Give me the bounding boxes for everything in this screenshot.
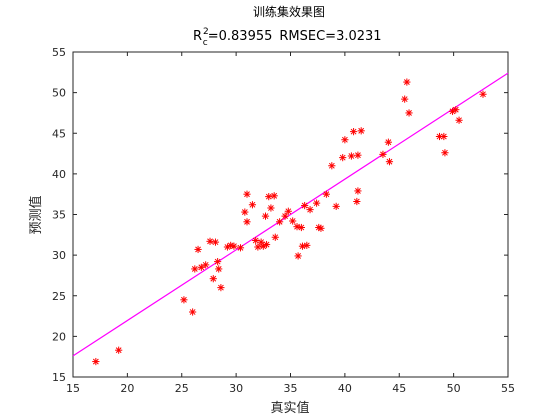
data-point: [347, 152, 355, 160]
r-symbol: R: [193, 29, 202, 44]
y-axis-label: 预测值: [28, 195, 44, 234]
data-point: [254, 243, 262, 251]
data-point: [189, 308, 197, 316]
data-point: [328, 162, 336, 170]
data-point: [455, 116, 463, 124]
data-point: [293, 223, 301, 231]
x-tick-label: 40: [338, 382, 352, 395]
data-point: [267, 204, 275, 212]
chart-subtitle: R2 c=0.83955 RMSEC=3.0231: [193, 27, 382, 48]
r-value: =0.83955: [208, 29, 273, 44]
data-point: [270, 192, 278, 200]
data-point: [243, 218, 251, 226]
data-point: [353, 197, 361, 206]
data-point: [217, 284, 225, 292]
x-tick-label: 30: [229, 382, 243, 395]
fit-line-group: [72, 72, 509, 357]
x-tick-label: 15: [66, 382, 80, 395]
data-point: [252, 236, 260, 245]
data-point: [294, 252, 302, 260]
y-tick-label: 50: [52, 87, 66, 100]
fit-line: [72, 72, 509, 357]
rmse-text: RMSEC=3.0231: [279, 29, 381, 44]
data-point: [194, 245, 202, 254]
data-point: [379, 150, 387, 158]
data-point: [211, 238, 220, 246]
data-point: [215, 265, 223, 273]
data-point: [214, 258, 222, 266]
data-point: [281, 212, 289, 220]
x-tick-label: 45: [392, 382, 406, 395]
y-tick-label: 55: [52, 46, 66, 59]
y-tick-label: 45: [52, 127, 66, 140]
data-point: [401, 95, 409, 103]
data-point: [289, 217, 297, 225]
data-point: [248, 201, 257, 209]
data-point: [271, 233, 279, 241]
data-point: [354, 151, 362, 159]
y-tick-label: 15: [52, 371, 66, 384]
data-point: [317, 224, 325, 232]
y-tick-label: 20: [52, 330, 66, 343]
data-point: [440, 132, 448, 141]
data-point: [209, 275, 217, 283]
data-point: [405, 109, 413, 117]
data-point: [332, 202, 340, 210]
x-tick-label: 25: [175, 382, 189, 395]
data-point: [303, 241, 311, 249]
y-tick-label: 40: [52, 168, 66, 181]
x-tick-label: 55: [501, 382, 515, 395]
data-point: [385, 158, 394, 166]
data-point: [202, 261, 210, 269]
data-point: [452, 106, 460, 114]
y-tick-label: 25: [52, 290, 66, 303]
x-tick-label: 35: [284, 382, 298, 395]
data-point: [180, 296, 188, 304]
data-point: [284, 207, 292, 215]
x-axis-label: 真实值: [270, 400, 309, 416]
data-point: [349, 128, 358, 136]
data-point: [262, 240, 271, 249]
data-point: [306, 206, 314, 214]
data-point: [354, 187, 362, 195]
x-tick-label: 20: [120, 382, 134, 395]
data-point: [276, 218, 284, 226]
y-axis-ticks: 15 20 25 30 35 40 45 50 55: [52, 46, 508, 384]
x-tick-label: 50: [447, 382, 461, 395]
data-point: [341, 136, 349, 144]
r-superscript: 2: [203, 27, 209, 37]
data-points: [92, 78, 487, 366]
data-point: [206, 237, 214, 245]
data-point: [241, 208, 249, 216]
data-point: [357, 127, 365, 135]
data-point: [479, 90, 487, 98]
data-point: [403, 78, 411, 86]
data-point: [92, 357, 100, 366]
data-point: [298, 242, 307, 250]
y-tick-label: 30: [52, 249, 66, 262]
data-point: [441, 149, 449, 157]
data-point: [297, 223, 305, 232]
x-axis-ticks: 15 20 25 30 35 40 45 50 55: [66, 52, 515, 395]
data-point: [236, 244, 245, 252]
data-point: [384, 138, 392, 146]
data-point: [265, 193, 273, 201]
data-point: [243, 190, 251, 198]
chart-title: 训练集效果图: [253, 4, 325, 19]
data-point: [259, 242, 267, 250]
data-point: [322, 190, 330, 198]
data-point: [230, 242, 238, 250]
data-point: [313, 199, 321, 207]
data-point: [261, 212, 270, 220]
y-tick-label: 35: [52, 209, 66, 222]
data-point: [339, 154, 347, 162]
data-point: [191, 265, 199, 273]
r-subscript: c: [203, 38, 208, 48]
data-point: [115, 346, 123, 354]
data-point: [301, 201, 309, 210]
